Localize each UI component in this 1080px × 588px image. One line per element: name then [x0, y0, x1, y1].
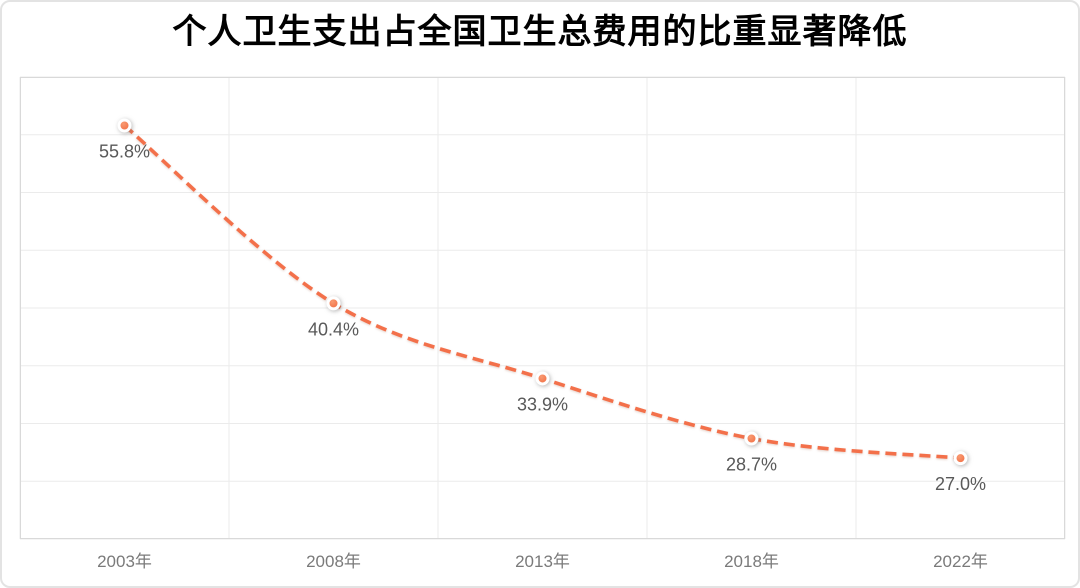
- line-chart: 55.8% 40.4% 33.9% 28.7% 27.0%: [19, 76, 1066, 540]
- data-point-marker: [744, 431, 759, 446]
- x-axis-label: 2022年: [933, 552, 988, 571]
- chart-title: 个人卫生支出占全国卫生总费用的比重显著降低: [172, 13, 908, 51]
- data-point-label: 33.9%: [517, 394, 568, 414]
- x-axis-label: 2003年: [97, 552, 152, 571]
- data-point-marker: [953, 451, 968, 466]
- x-axis: 2003年 2008年 2013年 2018年 2022年: [20, 539, 1065, 581]
- data-point-label: 55.8%: [99, 142, 150, 162]
- data-point-label: 27.0%: [935, 474, 986, 494]
- data-point-marker: [326, 296, 341, 311]
- x-axis-label: 2018年: [724, 552, 779, 571]
- data-point-marker: [535, 371, 550, 386]
- plot-border: [20, 77, 1065, 539]
- x-axis-label: 2013年: [515, 552, 570, 571]
- data-point-marker: [117, 118, 132, 133]
- data-point-label: 28.7%: [726, 455, 777, 475]
- x-axis-label: 2008年: [306, 552, 361, 571]
- data-point-label: 40.4%: [308, 319, 359, 339]
- plot-area: 55.8% 40.4% 33.9% 28.7% 27.0%: [19, 76, 1066, 540]
